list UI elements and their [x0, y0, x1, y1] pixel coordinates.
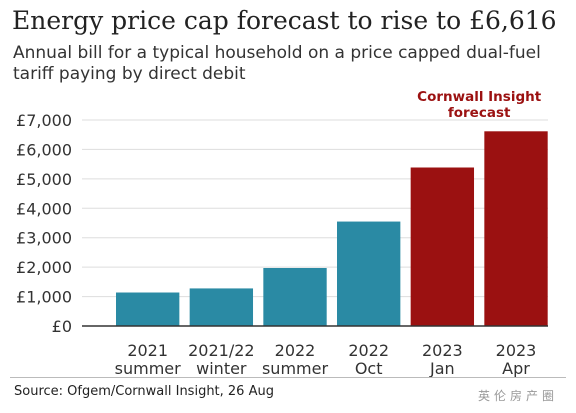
x-tick-label: 2023	[496, 341, 537, 360]
bar	[189, 288, 254, 326]
y-tick-label: £2,000	[16, 258, 72, 277]
y-tick-label: £7,000	[16, 111, 72, 130]
bar	[410, 167, 475, 326]
y-tick-label: £6,000	[16, 140, 72, 159]
x-tick-label: summer	[115, 359, 181, 378]
chart-title: Energy price cap forecast to rise to £6,…	[12, 6, 557, 35]
watermark-logo: 英 伦 房 产 圈	[470, 382, 566, 408]
forecast-annotation: forecast	[448, 105, 511, 121]
bar	[484, 131, 548, 326]
x-tick-label: winter	[196, 359, 247, 378]
x-tick-label: Apr	[502, 359, 530, 378]
x-tick-label: 2023	[422, 341, 463, 360]
x-tick-label: 2022	[275, 341, 316, 360]
y-tick-label: £0	[52, 317, 72, 336]
y-tick-label: £1,000	[16, 288, 72, 307]
source-note: Source: Ofgem/Cornwall Insight, 26 Aug	[14, 384, 274, 399]
svg-text:产: 产	[526, 389, 538, 403]
chart-subtitle: Annual bill for a typical household on a…	[13, 43, 541, 84]
y-tick-label: £4,000	[16, 199, 72, 218]
bar	[337, 221, 401, 326]
x-tick-label: Jan	[429, 359, 455, 378]
svg-text:圈: 圈	[542, 389, 554, 403]
svg-text:英: 英	[478, 389, 490, 403]
svg-text:伦: 伦	[494, 388, 506, 403]
y-tick-label: £3,000	[16, 229, 72, 248]
y-tick-label: £5,000	[16, 170, 72, 189]
x-tick-label: Oct	[355, 359, 383, 378]
svg-text:房: 房	[510, 388, 522, 403]
x-tick-label: 2021/22	[188, 341, 254, 360]
x-tick-label: summer	[262, 359, 328, 378]
bar	[263, 267, 327, 326]
bar	[116, 292, 180, 326]
x-tick-label: 2022	[348, 341, 389, 360]
x-tick-label: 2021	[127, 341, 168, 360]
footer-divider	[10, 377, 566, 378]
forecast-annotation: Cornwall Insight	[417, 89, 542, 105]
